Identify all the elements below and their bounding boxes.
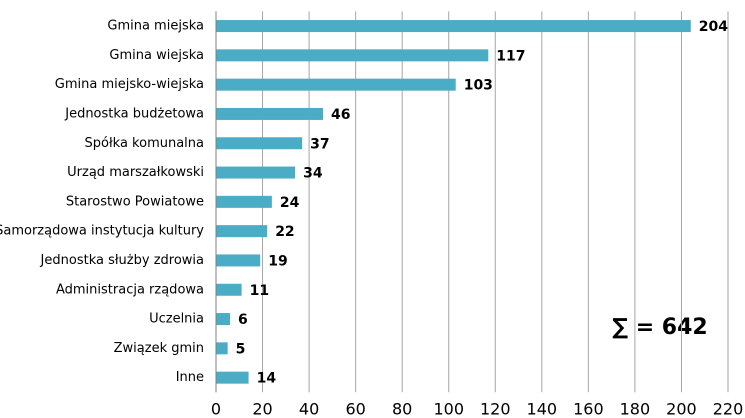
bar [216, 78, 456, 91]
y-tick-label: Jednostka służby zdrowia [40, 253, 204, 268]
x-tick-label: 0 [211, 400, 221, 418]
x-tick-label: 20 [252, 400, 272, 418]
y-tick-label: Jednostka budżetowa [64, 106, 204, 121]
bar [216, 49, 489, 62]
y-tick-label: Spółka komunalna [85, 136, 205, 151]
bar [216, 225, 268, 238]
x-tick-label: 40 [299, 400, 319, 418]
bar [216, 166, 296, 179]
bar [216, 107, 324, 120]
annotation: ∑ = 642 [612, 315, 707, 340]
value-label: 6 [238, 312, 248, 328]
value-label: 117 [496, 48, 525, 64]
y-tick-label: Związek gmin [114, 341, 204, 356]
value-label: 204 [699, 19, 728, 35]
bar [216, 254, 261, 267]
value-label: 103 [464, 78, 493, 94]
y-tick-label: Administracja rządowa [56, 282, 204, 297]
x-tick-label: 80 [392, 400, 412, 418]
x-tick-label: 180 [620, 400, 651, 418]
x-tick-label: 220 [713, 400, 744, 418]
y-tick-label: Gmina miejsko-wiejska [55, 77, 204, 92]
x-tick-label: 160 [573, 400, 604, 418]
bar [216, 20, 691, 33]
y-tick-label: Gmina miejska [107, 19, 204, 34]
x-tick-label: 100 [433, 400, 464, 418]
x-tick-label: 60 [345, 400, 365, 418]
value-label: 22 [275, 224, 294, 240]
y-tick-label: Inne [176, 370, 204, 385]
y-tick-label: Urząd marszałkowski [67, 165, 204, 180]
value-label: 34 [303, 166, 323, 182]
bar [216, 195, 272, 208]
value-label: 5 [236, 341, 246, 357]
bar [216, 313, 230, 326]
bar [216, 283, 242, 296]
y-tick-label: Gmina wiejska [109, 48, 204, 63]
bar [216, 137, 303, 150]
x-tick-label: 140 [527, 400, 558, 418]
y-tick-label: Samorządowa instytucja kultury [0, 224, 204, 239]
x-tick-label: 200 [666, 400, 697, 418]
bar [216, 371, 249, 384]
value-label: 37 [310, 136, 329, 152]
bar [216, 342, 228, 355]
y-tick-label: Uczelnia [149, 312, 204, 327]
value-label: 24 [280, 195, 300, 211]
value-label: 46 [331, 107, 350, 123]
y-tick-label: Starostwo Powiatowe [66, 194, 204, 209]
value-label: 14 [257, 371, 277, 387]
x-tick-label: 120 [480, 400, 511, 418]
value-label: 11 [250, 283, 269, 299]
value-label: 19 [268, 253, 287, 269]
